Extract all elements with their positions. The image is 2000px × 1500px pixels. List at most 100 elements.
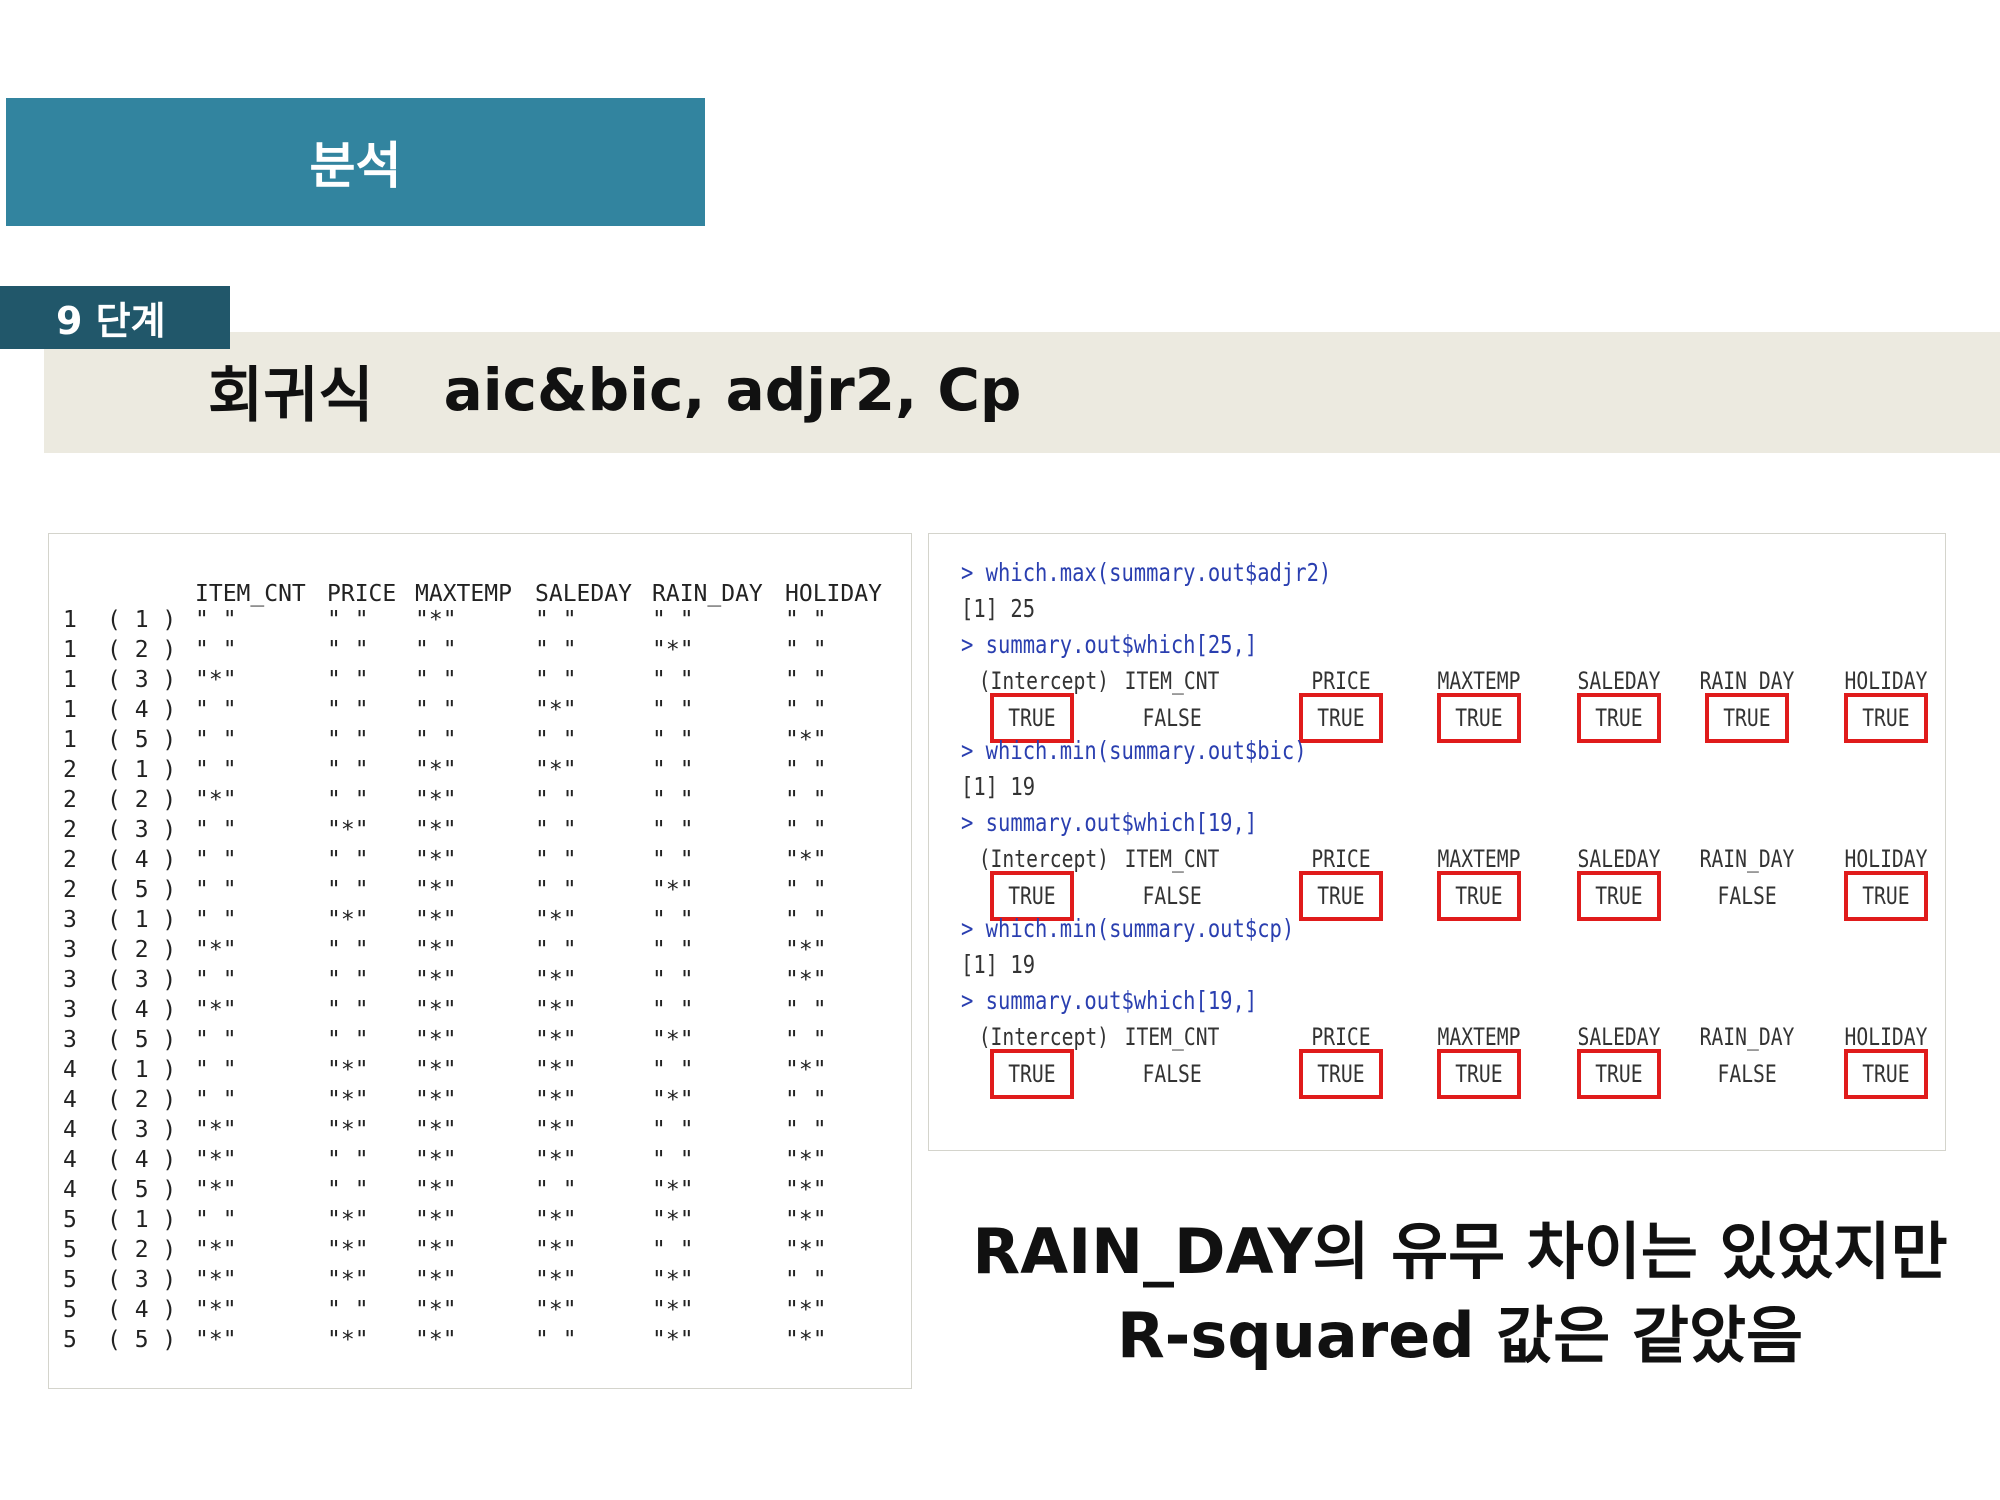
console-column-label: PRICE — [1311, 845, 1371, 873]
console-value-text: TRUE — [1317, 704, 1365, 732]
row-cell: " " — [195, 697, 237, 723]
row-cell: "*" — [415, 937, 457, 963]
row-cell: "*" — [785, 1207, 827, 1233]
row-cell: "*" — [195, 1147, 237, 1173]
row-cell: " " — [652, 787, 694, 813]
highlighted-value-box: TRUE — [1705, 693, 1789, 743]
row-cell: " " — [535, 817, 577, 843]
row-cell: " " — [652, 997, 694, 1023]
row-size: 3 — [63, 967, 77, 993]
row-cell: "*" — [415, 1147, 457, 1173]
console-value-text: FALSE — [1142, 1060, 1202, 1088]
highlighted-value-box: TRUE — [990, 871, 1074, 921]
highlighted-value-box: TRUE — [1844, 1049, 1928, 1099]
row-cell: " " — [535, 667, 577, 693]
row-index: ( 1 ) — [107, 1057, 177, 1083]
row-cell: "*" — [785, 847, 827, 873]
console-which-command: > summary.out$which[19,] — [961, 808, 1258, 837]
row-cell: " " — [652, 607, 694, 633]
row-cell: "*" — [195, 1117, 237, 1143]
row-index: ( 4 ) — [107, 1297, 177, 1323]
row-index: ( 5 ) — [107, 1177, 177, 1203]
row-index: ( 3 ) — [107, 967, 177, 993]
row-cell: "*" — [415, 1057, 457, 1083]
row-cell: "*" — [415, 817, 457, 843]
row-cell: " " — [535, 1327, 577, 1353]
console-column-label: (Intercept) — [978, 667, 1110, 695]
row-size: 4 — [63, 1177, 77, 1203]
row-cell: "*" — [415, 1117, 457, 1143]
row-cell: "*" — [652, 877, 694, 903]
row-cell: "*" — [415, 877, 457, 903]
row-index: ( 2 ) — [107, 637, 177, 663]
console-value-text: TRUE — [1008, 1060, 1056, 1088]
row-size: 5 — [63, 1267, 77, 1293]
console-result: [1] 19 — [961, 950, 1036, 979]
row-cell: "*" — [535, 1297, 577, 1323]
column-header-item-cnt: ITEM_CNT — [195, 581, 306, 607]
row-cell: " " — [785, 667, 827, 693]
row-index: ( 5 ) — [107, 1327, 177, 1353]
row-cell: "*" — [535, 1087, 577, 1113]
row-cell: "*" — [415, 1237, 457, 1263]
step-tab: 9 단계 — [0, 286, 230, 349]
console-column-label: (Intercept) — [978, 845, 1110, 873]
row-cell: "*" — [195, 1267, 237, 1293]
row-size: 2 — [63, 787, 77, 813]
row-size: 5 — [63, 1327, 77, 1353]
row-cell: "*" — [415, 1027, 457, 1053]
console-column-label: SALEDAY — [1577, 1023, 1661, 1051]
console-column-label: PRICE — [1311, 1023, 1371, 1051]
row-cell: " " — [195, 877, 237, 903]
console-column-label: HOLIDAY — [1844, 1023, 1928, 1051]
row-cell: "*" — [195, 1327, 237, 1353]
row-cell: " " — [195, 607, 237, 633]
row-cell: " " — [195, 1027, 237, 1053]
console-column-label: SALEDAY — [1577, 845, 1661, 873]
row-cell: "*" — [535, 757, 577, 783]
row-cell: "*" — [195, 1177, 237, 1203]
row-cell: " " — [785, 1087, 827, 1113]
console-value-text: FALSE — [1717, 1060, 1777, 1088]
row-cell: " " — [327, 877, 369, 903]
row-cell: " " — [415, 727, 457, 753]
console-value-text: TRUE — [1455, 1060, 1503, 1088]
row-cell: "*" — [415, 1267, 457, 1293]
column-header-maxtemp: MAXTEMP — [415, 581, 512, 607]
row-cell: "*" — [415, 997, 457, 1023]
highlighted-value-box: TRUE — [990, 693, 1074, 743]
column-header-saleday: SALEDAY — [535, 581, 632, 607]
row-cell: "*" — [327, 1237, 369, 1263]
console-value-text: FALSE — [1142, 882, 1202, 910]
row-cell: " " — [415, 697, 457, 723]
conclusion-line-2: R-squared 값은 같았음 — [1116, 1299, 1804, 1372]
row-size: 1 — [63, 607, 77, 633]
row-cell: " " — [652, 937, 694, 963]
row-cell: "*" — [327, 1117, 369, 1143]
console-which-command: > summary.out$which[25,] — [961, 630, 1258, 659]
console-column-label: ITEM_CNT — [1124, 667, 1220, 695]
row-cell: " " — [785, 817, 827, 843]
row-cell: " " — [195, 727, 237, 753]
console-value-text: TRUE — [1317, 882, 1365, 910]
row-cell: "*" — [535, 1027, 577, 1053]
row-cell: " " — [327, 847, 369, 873]
row-size: 3 — [63, 997, 77, 1023]
console-value: FALSE — [1709, 876, 1785, 916]
row-index: ( 4 ) — [107, 1147, 177, 1173]
row-cell: "*" — [652, 1327, 694, 1353]
console-value-text: TRUE — [1862, 882, 1910, 910]
row-cell: " " — [195, 1087, 237, 1113]
row-cell: " " — [785, 1117, 827, 1143]
row-index: ( 1 ) — [107, 757, 177, 783]
row-cell: " " — [415, 667, 457, 693]
console-value-text: TRUE — [1317, 1060, 1365, 1088]
highlighted-value-box: TRUE — [1844, 871, 1928, 921]
console-command: > which.max(summary.out$adjr2) — [961, 558, 1332, 587]
row-cell: "*" — [652, 1027, 694, 1053]
row-cell: " " — [327, 697, 369, 723]
row-cell: " " — [652, 727, 694, 753]
row-cell: "*" — [415, 1297, 457, 1323]
console-column-label: ITEM_CNT — [1124, 1023, 1220, 1051]
row-cell: " " — [327, 607, 369, 633]
